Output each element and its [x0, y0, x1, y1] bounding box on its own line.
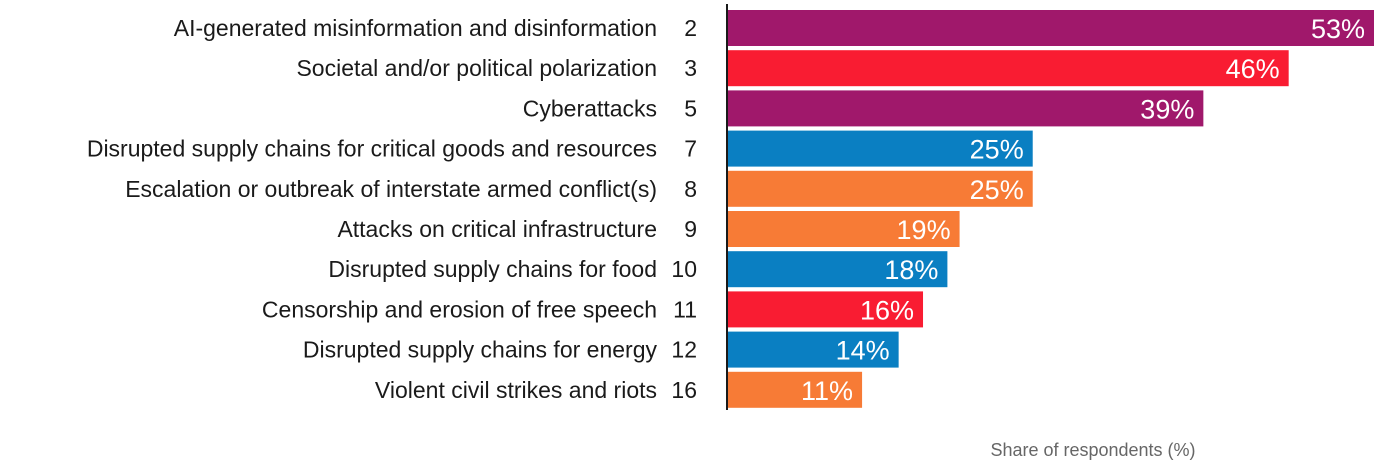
bar: [728, 331, 899, 368]
data-label: 25%: [970, 135, 1024, 165]
bar: [728, 10, 1374, 46]
category-label: Escalation or outbreak of interstate arm…: [125, 176, 657, 202]
category-label: Disrupted supply chains for energy: [303, 337, 658, 363]
data-label: 39%: [1140, 94, 1194, 124]
data-label: 46%: [1226, 54, 1280, 84]
rank-label: 7: [684, 136, 697, 162]
bar: [728, 130, 1033, 167]
rank-label: 16: [671, 377, 697, 403]
data-label: 11%: [801, 376, 853, 406]
chart-rows: AI-generated misinformation and disinfor…: [87, 10, 1374, 408]
category-label: Disrupted supply chains for critical goo…: [87, 136, 657, 162]
bar: [728, 90, 1204, 127]
category-label: AI-generated misinformation and disinfor…: [174, 15, 657, 41]
bar: [728, 211, 960, 247]
x-axis-title: Share of respondents (%): [990, 440, 1195, 460]
bar: [728, 291, 924, 328]
bar: [728, 50, 1289, 87]
category-label: Cyberattacks: [523, 95, 657, 121]
category-label: Censorship and erosion of free speech: [262, 296, 657, 322]
category-label: Disrupted supply chains for food: [328, 256, 657, 282]
category-label: Violent civil strikes and riots: [375, 377, 657, 403]
category-label: Attacks on critical infrastructure: [337, 216, 657, 242]
bar: [728, 371, 863, 408]
bar: [728, 170, 1033, 207]
data-label: 19%: [897, 215, 951, 245]
rank-label: 9: [684, 216, 697, 242]
rank-label: 11: [673, 296, 697, 322]
rank-label: 5: [684, 95, 697, 121]
data-label: 25%: [970, 175, 1024, 205]
data-label: 16%: [860, 295, 914, 325]
category-label: Societal and/or political polarization: [296, 55, 657, 81]
rank-label: 3: [684, 55, 697, 81]
data-label: 14%: [836, 336, 890, 366]
data-label: 18%: [884, 255, 938, 285]
rank-label: 2: [684, 15, 697, 41]
rank-label: 12: [671, 337, 697, 363]
rank-label: 10: [671, 256, 697, 282]
data-label: 53%: [1311, 14, 1365, 44]
bar: [728, 251, 948, 288]
rank-label: 8: [684, 176, 697, 202]
